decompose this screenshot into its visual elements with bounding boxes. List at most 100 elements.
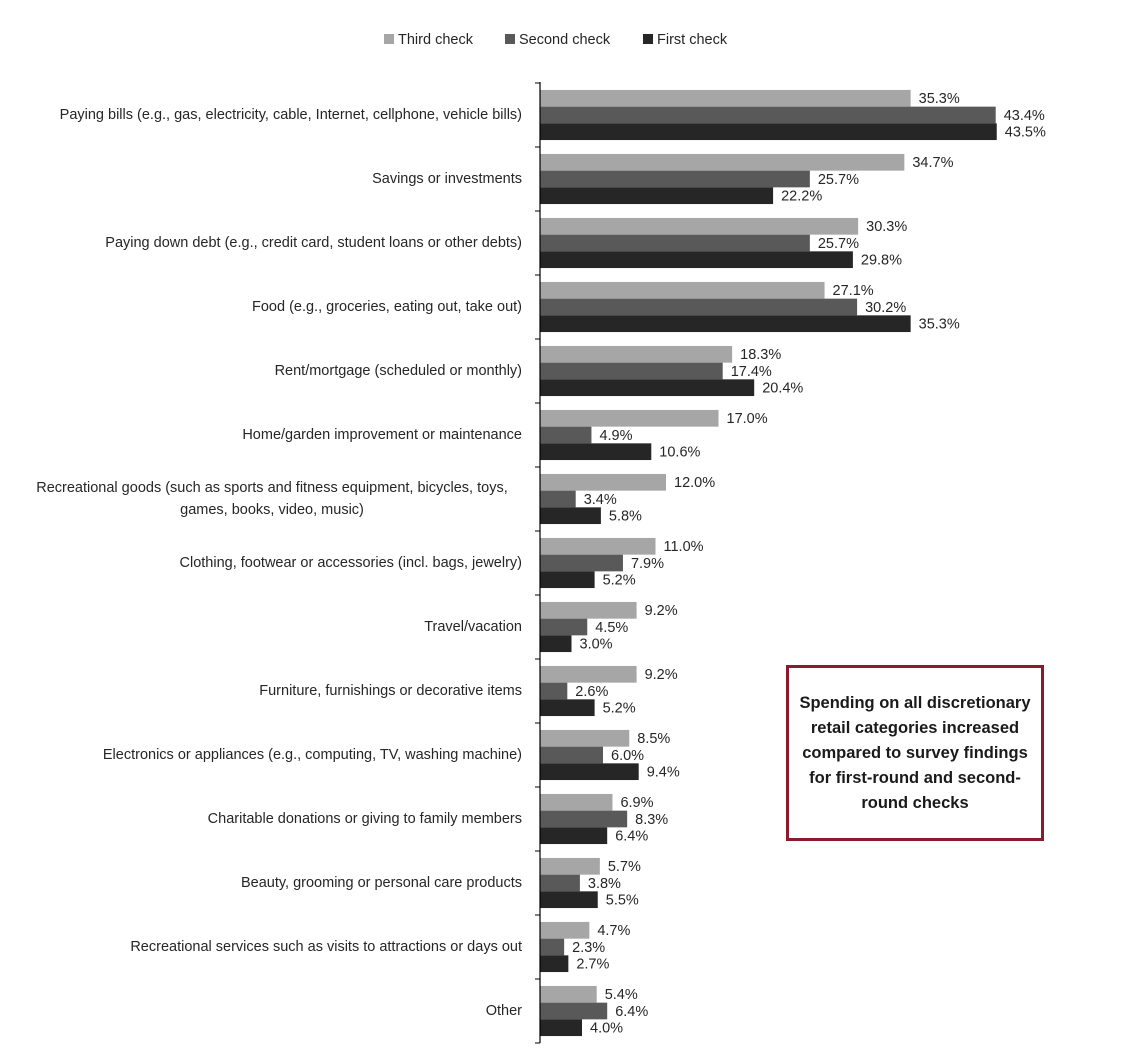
category-label: Paying bills (e.g., gas, electricity, ca…: [59, 107, 522, 123]
value-label: 9.2%: [645, 667, 678, 683]
bar: [540, 1019, 582, 1037]
value-label: 2.6%: [575, 684, 608, 700]
value-label: 35.3%: [919, 91, 960, 107]
value-label: 9.2%: [645, 603, 678, 619]
bar: [540, 106, 996, 124]
value-label: 18.3%: [740, 347, 781, 363]
bar: [540, 1002, 608, 1020]
bar: [540, 571, 595, 589]
value-label: 6.4%: [615, 829, 648, 845]
bar: [540, 699, 595, 717]
legend-label: First check: [657, 32, 728, 48]
bar: [540, 554, 623, 572]
category-label: Beauty, grooming or personal care produc…: [240, 875, 522, 891]
bar: [540, 665, 637, 683]
bar: [540, 507, 601, 525]
value-label: 6.0%: [611, 748, 644, 764]
value-label: 34.7%: [912, 155, 953, 171]
bar: [540, 601, 637, 619]
value-label: 25.7%: [818, 172, 859, 188]
category-label: Electronics or appliances (e.g., computi…: [102, 747, 522, 763]
bar: [540, 921, 590, 939]
value-label: 27.1%: [833, 283, 874, 299]
bar: [540, 379, 755, 397]
bar: [540, 234, 810, 252]
value-label: 5.7%: [608, 859, 641, 875]
category-label: Other: [485, 1003, 522, 1019]
bar: [540, 153, 905, 171]
value-label: 43.5%: [1005, 125, 1046, 141]
value-label: 22.2%: [781, 189, 822, 205]
legend-label: Second check: [519, 32, 611, 48]
bar: [540, 729, 630, 747]
value-label: 2.3%: [572, 940, 605, 956]
bar: [540, 298, 858, 316]
value-label: 25.7%: [818, 236, 859, 252]
value-label: 9.4%: [647, 765, 680, 781]
bar: [540, 315, 911, 333]
legend-label: Third check: [398, 32, 474, 48]
bar: [540, 635, 572, 653]
bar: [540, 187, 774, 205]
bar: [540, 810, 628, 828]
value-label: 30.3%: [866, 219, 907, 235]
bar: [540, 170, 810, 188]
value-label: 8.3%: [635, 812, 668, 828]
bar: [540, 746, 603, 764]
bar: [540, 537, 656, 555]
value-label: 17.0%: [727, 411, 768, 427]
bar: [540, 345, 733, 363]
bar: [540, 955, 569, 973]
value-label: 12.0%: [674, 475, 715, 491]
bar: [540, 891, 598, 909]
bar: [540, 409, 719, 427]
value-label: 35.3%: [919, 317, 960, 333]
bar: [540, 938, 565, 956]
bar: [540, 874, 580, 892]
bar: [540, 490, 576, 508]
category-label: Rent/mortgage (scheduled or monthly): [274, 363, 522, 379]
bar: [540, 618, 588, 636]
category-label: Travel/vacation: [424, 619, 522, 635]
value-label: 3.4%: [584, 492, 617, 508]
value-label: 29.8%: [861, 253, 902, 269]
legend-swatch: [384, 34, 394, 44]
value-label: 7.9%: [631, 556, 664, 572]
category-label: Recreational services such as visits to …: [130, 939, 522, 955]
value-label: 5.4%: [605, 987, 638, 1003]
value-label: 8.5%: [637, 731, 670, 747]
value-label: 43.4%: [1004, 108, 1045, 124]
value-label: 20.4%: [762, 381, 803, 397]
value-label: 4.9%: [599, 428, 632, 444]
value-label: 6.4%: [615, 1004, 648, 1020]
bar: [540, 89, 911, 107]
value-label: 6.9%: [620, 795, 653, 811]
category-label: Home/garden improvement or maintenance: [242, 427, 522, 443]
category-label: Savings or investments: [372, 171, 522, 187]
bar: [540, 682, 568, 700]
value-label: 30.2%: [865, 300, 906, 316]
bar: [540, 281, 825, 299]
value-label: 4.5%: [595, 620, 628, 636]
bar: [540, 251, 853, 269]
annotation: Spending on all discretionary retail cat…: [786, 665, 1044, 841]
bar: [540, 217, 859, 235]
legend-swatch: [643, 34, 653, 44]
category-label: Clothing, footwear or accessories (incl.…: [179, 555, 523, 571]
bar: [540, 985, 597, 1003]
bar: [540, 362, 723, 380]
bar: [540, 426, 592, 444]
bar: [540, 827, 608, 845]
category-label: Food (e.g., groceries, eating out, take …: [251, 299, 522, 315]
category-label: Charitable donations or giving to family…: [207, 811, 522, 827]
value-label: 5.2%: [603, 573, 636, 589]
value-label: 4.0%: [590, 1021, 623, 1037]
value-label: 5.5%: [606, 893, 639, 909]
bar: [540, 473, 666, 491]
bar: [540, 793, 613, 811]
value-label: 5.2%: [603, 701, 636, 717]
value-label: 2.7%: [576, 957, 609, 973]
value-label: 3.8%: [588, 876, 621, 892]
